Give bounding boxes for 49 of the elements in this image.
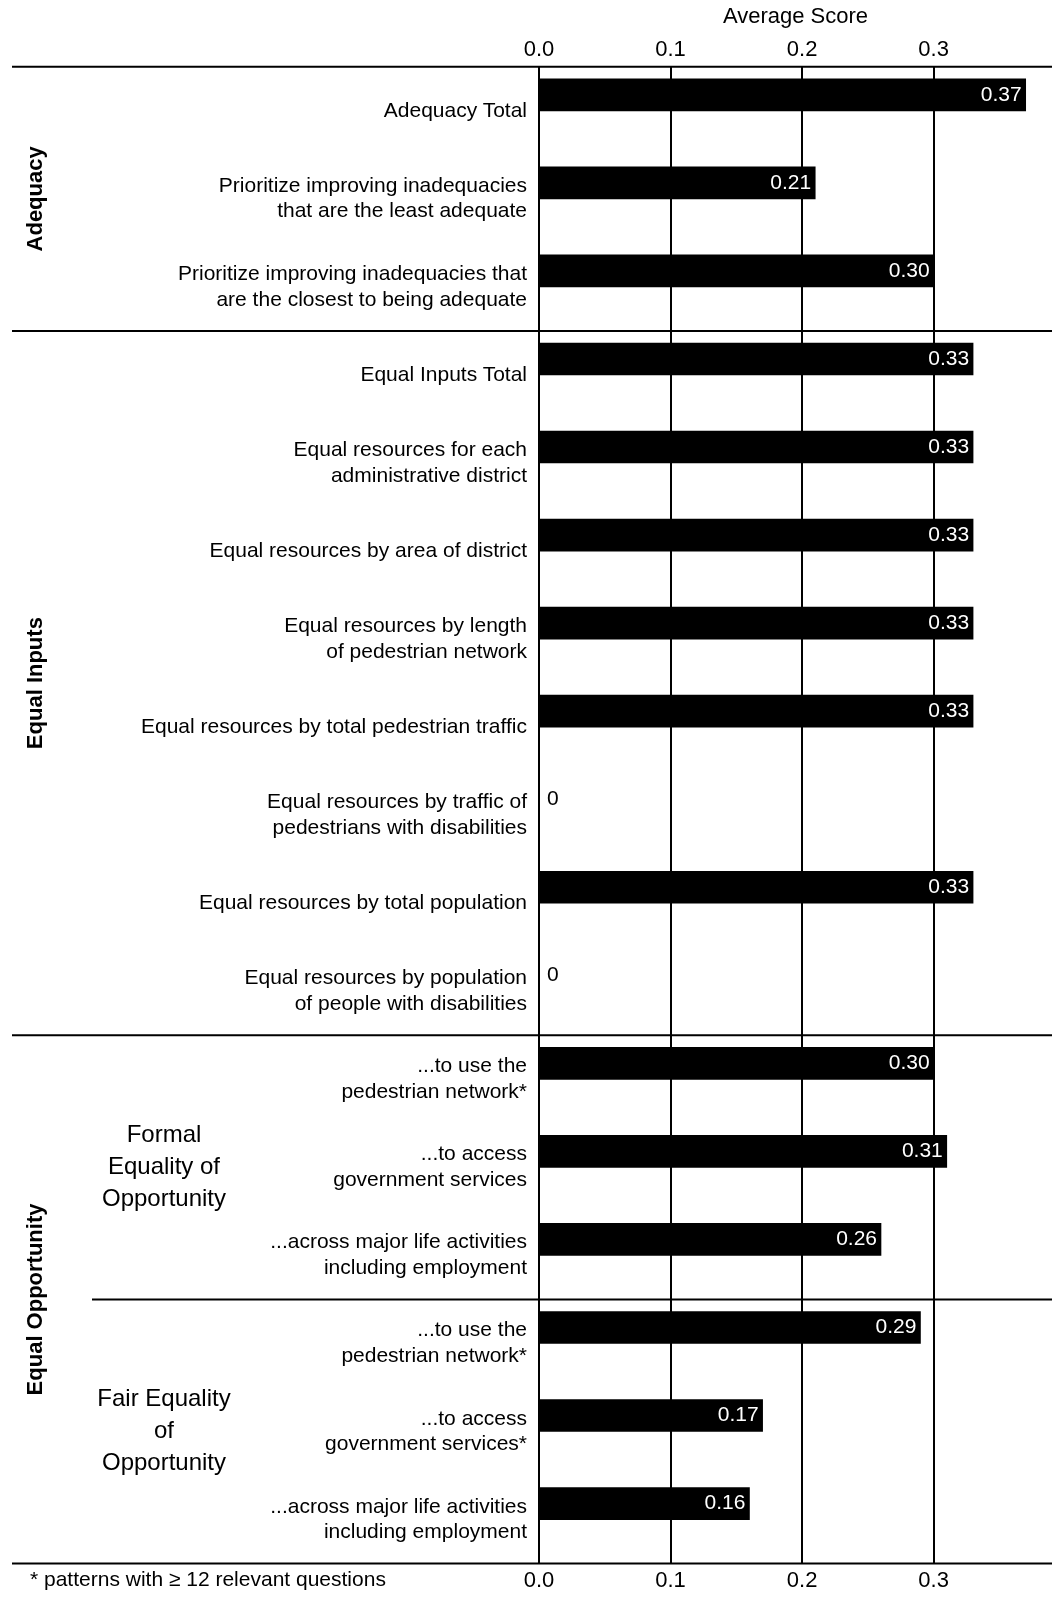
y-tick-label: Equal resources by area of district: [209, 537, 528, 561]
data-label: 0: [547, 962, 559, 986]
data-label: 0.33: [928, 433, 970, 457]
y-tick-label: Prioritize improving inadequacies that are the least adequate: [218, 172, 527, 222]
y-tick-label: Equal resources by total population: [198, 890, 527, 914]
x2-axis-title: Average Score: [722, 3, 869, 29]
x-tick-label: 0.3: [918, 35, 949, 61]
text: * patterns with ≥ 12 relevant questions: [30, 1567, 386, 1591]
y-tick-label: Equal resources by length of pedestrian network: [284, 613, 528, 662]
y-tick-label: Prioritize improving inadequacies that are the closest to being adequate: [177, 260, 528, 310]
data-label: 0.21: [770, 169, 812, 193]
x2-tick-label: 0.3: [918, 1566, 949, 1592]
data-label: 0.33: [928, 874, 970, 898]
x-tick-label: 0.0: [523, 35, 555, 61]
data-label: 0.30: [888, 1050, 930, 1074]
data-label: 0.16: [704, 1490, 746, 1514]
text: Fair Equality of Opportunity: [97, 1384, 231, 1476]
text: Equal Opportunity: [22, 1202, 48, 1396]
x2-tick-label: 0.2: [786, 1566, 818, 1592]
x-tick-label: 0.2: [786, 35, 818, 61]
text: Formal Equality of Opportunity: [101, 1120, 227, 1212]
x2-tick-label: 0.1: [655, 1566, 686, 1592]
x-tick-label: 0.1: [655, 35, 686, 61]
text: Adequacy: [22, 145, 48, 252]
y-tick-label: Equal resources by population of people with disabilities: [244, 965, 527, 1014]
data-label: 0.29: [875, 1314, 917, 1338]
text: Equal Inputs: [22, 617, 48, 750]
data-label: 0.33: [928, 521, 970, 545]
data-label: 0.33: [928, 345, 970, 369]
y-tick-label: Equal resources by total pedestrian traffic: [141, 713, 527, 737]
y-tick-label: Equal Inputs Total: [360, 361, 527, 385]
y-tick-label: Equal resources for each administrative district: [293, 437, 528, 486]
data-label: 0.30: [888, 257, 930, 281]
x2-tick-label: 0.0: [523, 1566, 555, 1592]
data-label: 0.33: [928, 697, 970, 721]
y-tick-label: ...to use the pedestrian network*: [341, 1053, 527, 1102]
y-tick-label: ...across major life activities including employment: [270, 1229, 528, 1279]
data-label: 0.31: [901, 1138, 943, 1162]
data-label: 0.17: [717, 1402, 759, 1426]
data-label: 0.37: [980, 81, 1022, 105]
y-tick-label: ...to use the pedestrian network*: [341, 1317, 527, 1367]
y-tick-label: Equal resources by traffic of pedestrians with disabilities: [267, 789, 528, 838]
y-tick-label: ...to access government services*: [325, 1405, 527, 1455]
data-label: 0.33: [928, 609, 970, 633]
data-label: 0: [547, 786, 559, 809]
y-tick-label: ...to access government services: [333, 1141, 527, 1190]
y-tick-label: Adequacy Total: [383, 97, 527, 121]
data-label: 0.26: [836, 1226, 877, 1250]
y-tick-label: ...across major life activities including employment: [270, 1493, 528, 1543]
